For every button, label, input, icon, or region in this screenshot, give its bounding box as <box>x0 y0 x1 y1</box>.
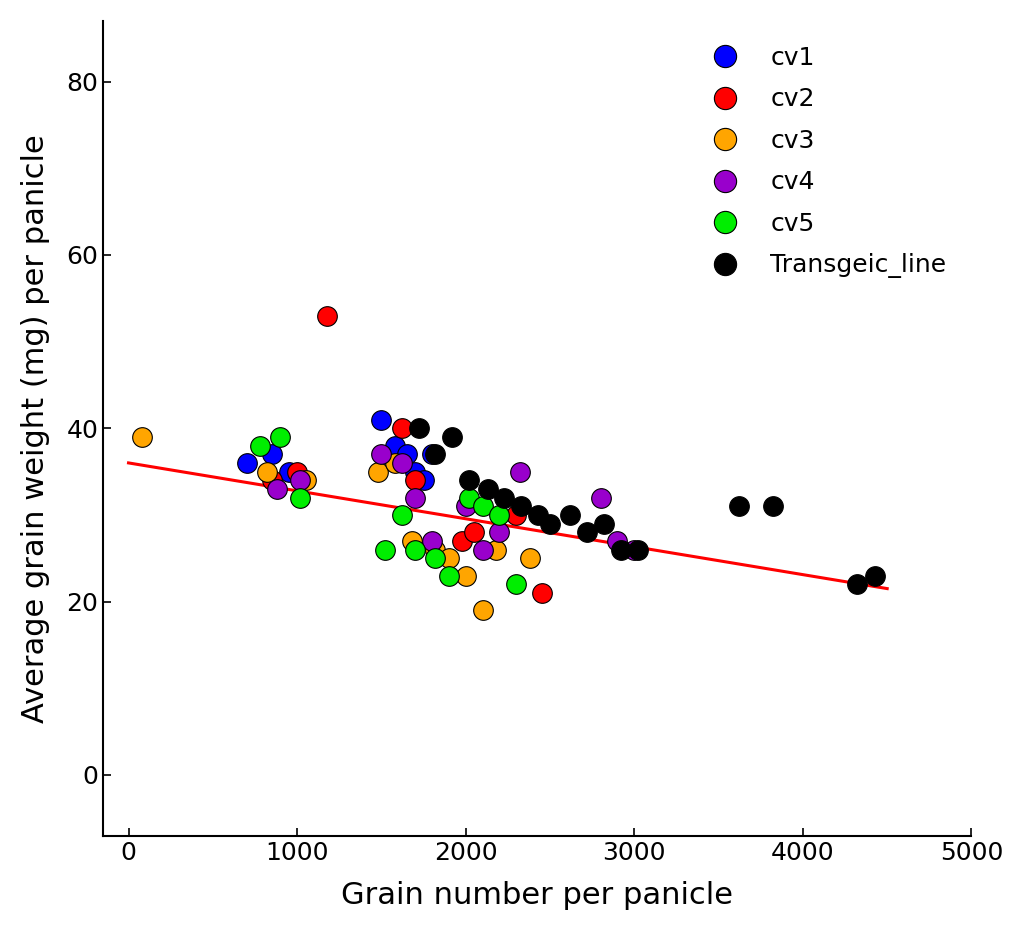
cv5 <box>407 542 423 557</box>
Transgeic_line <box>542 516 558 531</box>
Transgeic_line <box>513 499 529 514</box>
Transgeic_line <box>497 490 513 505</box>
Transgeic_line <box>764 499 780 514</box>
Transgeic_line <box>612 542 629 557</box>
Transgeic_line <box>427 447 443 462</box>
cv3 <box>458 568 474 583</box>
cv4 <box>393 455 410 470</box>
cv1 <box>407 465 423 479</box>
Transgeic_line <box>867 568 884 583</box>
Transgeic_line <box>596 516 612 531</box>
cv1 <box>263 447 280 462</box>
cv1 <box>239 455 255 470</box>
cv3 <box>521 551 538 566</box>
cv5 <box>377 542 393 557</box>
cv4 <box>474 542 490 557</box>
cv2 <box>534 586 550 600</box>
cv5 <box>461 490 477 505</box>
cv4 <box>492 525 508 540</box>
Transgeic_line <box>630 542 646 557</box>
Transgeic_line <box>731 499 748 514</box>
cv4 <box>373 447 389 462</box>
Transgeic_line <box>444 429 461 444</box>
cv3 <box>259 465 275 479</box>
Transgeic_line <box>461 473 477 488</box>
cv2 <box>393 421 410 436</box>
cv5 <box>508 577 524 592</box>
Transgeic_line <box>579 525 595 540</box>
Transgeic_line <box>562 507 579 522</box>
cv5 <box>272 429 289 444</box>
cv2 <box>466 525 482 540</box>
cv4 <box>593 490 609 505</box>
cv1 <box>424 447 440 462</box>
cv2 <box>454 533 470 548</box>
cv5 <box>427 551 443 566</box>
Transgeic_line <box>411 421 427 436</box>
cv1 <box>398 447 415 462</box>
cv3 <box>387 455 403 470</box>
cv2 <box>263 473 280 488</box>
cv3 <box>297 473 313 488</box>
cv4 <box>292 473 308 488</box>
cv4 <box>407 490 423 505</box>
Transgeic_line <box>849 577 865 592</box>
cv4 <box>424 533 440 548</box>
cv3 <box>487 542 504 557</box>
cv5 <box>252 439 268 453</box>
cv1 <box>416 473 432 488</box>
Transgeic_line <box>479 481 496 496</box>
cv4 <box>511 465 527 479</box>
cv4 <box>458 499 474 514</box>
cv4 <box>268 481 285 496</box>
Transgeic_line <box>530 507 547 522</box>
cv5 <box>440 568 457 583</box>
cv2 <box>319 308 336 323</box>
cv1 <box>387 439 403 453</box>
cv5 <box>492 507 508 522</box>
cv3 <box>474 602 490 617</box>
cv1 <box>281 465 297 479</box>
Legend: cv1, cv2, cv3, cv4, cv5, Transgeic_line: cv1, cv2, cv3, cv4, cv5, Transgeic_line <box>688 34 959 290</box>
cv2 <box>407 473 423 488</box>
cv3 <box>403 533 420 548</box>
cv4 <box>609 533 626 548</box>
cv3 <box>427 542 443 557</box>
Y-axis label: Average grain weight (mg) per panicle: Average grain weight (mg) per panicle <box>20 134 50 722</box>
cv5 <box>292 490 308 505</box>
cv3 <box>134 429 151 444</box>
cv5 <box>474 499 490 514</box>
cv2 <box>508 507 524 522</box>
cv4 <box>626 542 642 557</box>
cv5 <box>393 507 410 522</box>
cv3 <box>440 551 457 566</box>
cv1 <box>373 412 389 427</box>
cv3 <box>370 465 386 479</box>
X-axis label: Grain number per panicle: Grain number per panicle <box>341 881 733 911</box>
cv2 <box>289 465 305 479</box>
